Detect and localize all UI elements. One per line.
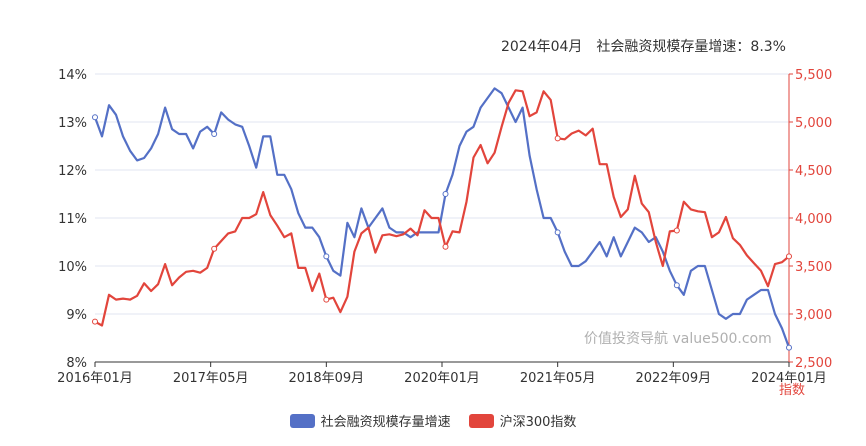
left-tick-label: 11% [58, 212, 87, 227]
x-tick-label: 2021年05月 [520, 371, 596, 386]
right-axis-label: 指数 [779, 383, 805, 398]
legend-label-csi300: 沪深300指数 [499, 415, 577, 430]
left-tick-label: 12% [58, 164, 87, 179]
left-tick-label: 14% [58, 68, 87, 83]
left-tick-label: 9% [66, 308, 87, 323]
x-tick-label: 2020年01月 [404, 371, 480, 386]
left-tick-label: 8% [66, 356, 87, 371]
series-markers [92, 114, 792, 351]
series-0-point [554, 229, 561, 236]
series-1-point [92, 318, 98, 325]
left-axis-ticks: 8% 9% 10% 11% 12% 13% 14% [58, 68, 87, 371]
left-tick-label: 13% [58, 116, 87, 131]
legend-swatch-tsf [289, 413, 315, 428]
headline-date: 2024年04月 [500, 39, 583, 55]
right-tick-label: 3,500 [795, 260, 832, 275]
series-1-point [554, 135, 561, 142]
right-tick-label: 4,500 [795, 164, 832, 179]
right-tick-label: 4,000 [795, 212, 832, 227]
grid-lines [95, 73, 789, 315]
right-axis-ticks: 2,500 3,000 3,500 4,000 4,500 5,000 5,500 [789, 68, 832, 371]
series-0-point [442, 191, 449, 197]
series-0-point [786, 344, 792, 351]
series-1-point [211, 245, 218, 252]
series-0-point [211, 131, 218, 137]
series-line-0 [93, 87, 791, 348]
series-1-point [323, 296, 330, 303]
headline-label: 社会融资规模存量增速： [596, 39, 751, 55]
headline-value: 8.3% [750, 39, 786, 55]
series-1-point [786, 253, 792, 260]
x-tick-label: 2024年01月 [751, 371, 827, 386]
series-0-point [673, 282, 680, 289]
legend-swatch-csi300 [468, 413, 494, 428]
x-tick-label: 2017年05月 [173, 371, 249, 386]
line-chart: 8% 9% 10% 11% 12% 13% 14% 2,500 3,000 3,500 4,000… [57, 68, 832, 398]
x-tick-label: 2022年09月 [636, 371, 712, 386]
series-0-point [92, 114, 98, 121]
legend-label-tsf: 社会融资规模存量增速 [320, 415, 451, 430]
series-lines [93, 87, 791, 348]
series-1-point [673, 227, 680, 234]
x-axis-ticks: 2016年01月 2017年05月 2018年09月 2020年01月 2021年05月… [57, 362, 827, 386]
right-tick-label: 5,000 [795, 116, 832, 131]
series-0-point [323, 253, 330, 260]
legend: 社会融资规模存量增速 沪深300指数 [0, 411, 866, 430]
headline: 2024年04月 社会融资规模存量增速：8.3% [501, 36, 786, 56]
x-tick-label: 2016年01月 [57, 371, 133, 386]
legend-item-csi300[interactable]: 沪深300指数 [468, 411, 577, 430]
right-tick-label: 3,000 [795, 308, 832, 323]
watermark: 价值投资导航 value500.com [584, 331, 772, 347]
series-1-point [442, 243, 449, 250]
x-tick-label: 2018年09月 [289, 371, 365, 386]
right-tick-label: 2,500 [795, 356, 832, 371]
legend-item-tsf[interactable]: 社会融资规模存量增速 [289, 411, 451, 430]
right-tick-label: 5,500 [795, 68, 832, 83]
left-tick-label: 10% [58, 260, 87, 275]
series-line-1 [94, 89, 790, 327]
